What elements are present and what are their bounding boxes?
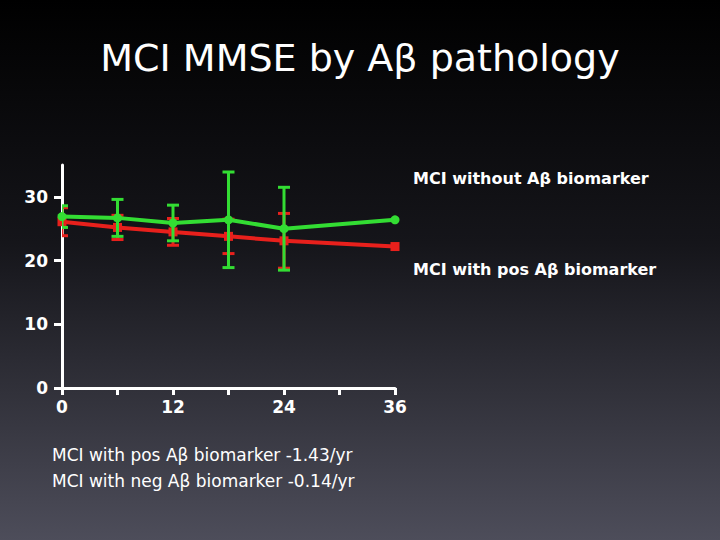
svg-text:30: 30: [24, 187, 48, 207]
svg-text:24: 24: [272, 397, 296, 417]
svg-text:12: 12: [161, 397, 185, 417]
svg-text:MCI MMSE by Aβ pathology: MCI MMSE by Aβ pathology: [100, 36, 619, 80]
svg-text:0: 0: [56, 397, 68, 417]
svg-text:MCI with pos Aβ biomarker -1.4: MCI with pos Aβ biomarker -1.43/yr: [52, 445, 353, 465]
svg-text:10: 10: [24, 314, 48, 334]
svg-text:MCI with neg Aβ biomarker -0.1: MCI with neg Aβ biomarker -0.14/yr: [52, 471, 354, 491]
svg-text:36: 36: [383, 397, 407, 417]
svg-text:0: 0: [36, 378, 48, 398]
svg-text:MCI with pos Aβ biomarker: MCI with pos Aβ biomarker: [413, 260, 656, 279]
svg-text:20: 20: [24, 251, 48, 271]
svg-text:MCI without Aβ biomarker: MCI without Aβ biomarker: [413, 169, 649, 188]
